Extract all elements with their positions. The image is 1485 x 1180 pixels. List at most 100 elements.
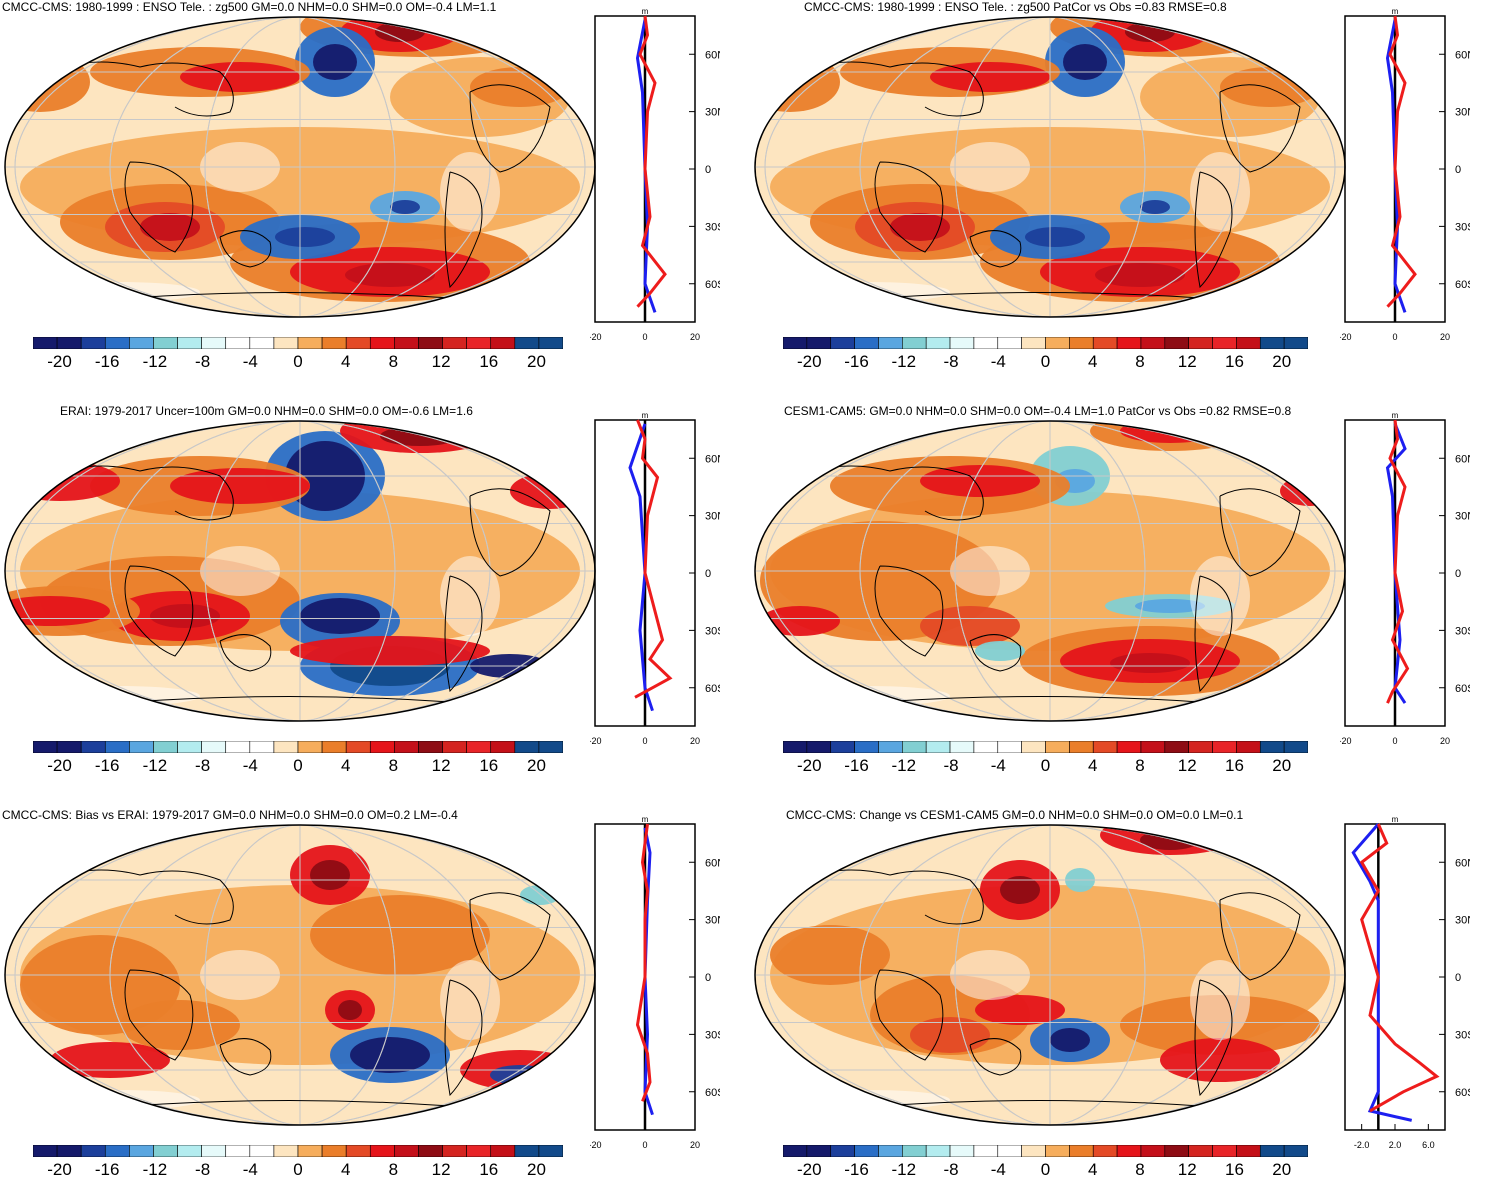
colorbar-segment-6: [177, 741, 202, 753]
colorbar-segment-18: [466, 741, 492, 753]
colorbar-segment-2: [80, 741, 106, 753]
colorbar-label: -12: [891, 1160, 917, 1179]
colorbar-segment-4: [878, 741, 903, 753]
colorbar-segment-4: [878, 337, 903, 349]
colorbar-label: 8: [388, 756, 399, 775]
colorbar-segment-20: [514, 337, 540, 349]
profile-y-label: 60N: [1455, 453, 1470, 465]
profile-x-label: 0: [642, 332, 647, 342]
panel-2: CMCC-CMS: 1980-1999 : ENSO Tele. : zg500…: [750, 0, 1485, 390]
colorbar-label: -8: [943, 1160, 959, 1179]
colorbar-label: -20: [47, 352, 72, 371]
profile-x-label: 0: [1392, 332, 1397, 342]
coastline-1: [874, 969, 944, 1061]
panel-title: CESM1-CAM5: GM=0.0 NHM=0.0 SHM=0.0 OM=-0…: [784, 404, 1292, 418]
longitude-gridline: [14, 421, 586, 721]
colorbar-segment-17: [442, 1145, 467, 1157]
anomaly-contour-2: [310, 895, 490, 975]
coastline-3: [469, 488, 551, 577]
colorbar-label: 16: [1225, 352, 1244, 371]
zonal-profile: m 60N 30N 0 30S 60S -20 0 20: [1340, 411, 1470, 746]
colorbar-segment-10: [1021, 1145, 1046, 1157]
colorbar-segment-7: [201, 741, 227, 753]
colorbar-segment-0: [33, 337, 58, 349]
profile-unit: m: [1392, 815, 1399, 824]
panel-1: CMCC-CMS: 1980-1999 : ENSO Tele. : zg500…: [0, 0, 740, 390]
colorbar-segment-4: [129, 741, 154, 753]
colorbar-label: -16: [844, 1160, 869, 1179]
colorbar-segment-6: [925, 741, 951, 753]
colorbar-segment-7: [949, 1145, 975, 1157]
longitude-gridline: [109, 825, 491, 1125]
neutral-patch-2: [40, 1090, 200, 1110]
coastline-3: [1219, 488, 1301, 577]
anomaly-contour-10: [1135, 599, 1205, 613]
colorbar-segment-16: [418, 741, 443, 753]
profile-x-label: 0: [1392, 736, 1397, 746]
profile-y-label: 30N: [1455, 107, 1470, 119]
coastline-3: [469, 84, 551, 173]
colorbar-segment-15: [1140, 1145, 1166, 1157]
colorbar-segment-17: [442, 741, 467, 753]
anomaly-contour-14: [1120, 421, 1220, 443]
colorbar-segment-4: [878, 1145, 903, 1157]
coastline-2: [969, 634, 1022, 672]
colorbar-segment-11: [297, 337, 323, 349]
profile-y-label: 30S: [1455, 221, 1470, 233]
panel-4: CESM1-CAM5: GM=0.0 NHM=0.0 SHM=0.0 OM=-0…: [750, 404, 1485, 794]
zonal-profile: m 60N 30N 0 30S 60S -20 0 20: [1340, 7, 1470, 342]
colorbar-segment-8: [973, 337, 999, 349]
colorbar-segment-5: [902, 741, 927, 753]
profile-line-red: [635, 823, 652, 1102]
anomaly-contour-8: [1025, 227, 1085, 247]
colorbar-label: -16: [844, 352, 869, 371]
colorbar-segment-7: [949, 741, 975, 753]
colorbar-segment-18: [1212, 741, 1237, 753]
colorbar-segment-16: [418, 1145, 443, 1157]
profile-unit: m: [642, 411, 649, 420]
profile-y-label: 30S: [705, 1029, 720, 1041]
colorbar-label: 12: [1177, 756, 1197, 775]
colorbar-segment-8: [225, 337, 251, 349]
colorbar-segment-21: [538, 741, 563, 753]
colorbar-label: 16: [1225, 756, 1244, 775]
colorbar-segment-14: [369, 337, 395, 349]
colorbar-label: -12: [142, 352, 168, 371]
anomaly-contour-8: [350, 1037, 430, 1073]
anomaly-contour-6: [345, 263, 435, 287]
colorbar-segment-21: [538, 337, 563, 349]
coastline-0: [29, 869, 234, 925]
colorbar-segment-11: [1045, 337, 1070, 349]
anomaly-contour-4: [310, 860, 350, 890]
map: [754, 824, 1346, 1126]
profile-y-label: 60N: [705, 49, 720, 61]
colorbar-segment-10: [273, 741, 299, 753]
colorbar-segment-21: [1283, 337, 1308, 349]
profile-x-label: 20: [690, 332, 700, 342]
colorbar-labels: -20 -16 -12 -8 -4 0 4 8 12 16 20: [783, 352, 1308, 372]
colorbar-segment-13: [345, 741, 371, 753]
colorbar-segment-8: [225, 1145, 251, 1157]
panel-title: CMCC-CMS: 1980-1999 : ENSO Tele. : zg500…: [2, 0, 497, 14]
colorbar-segment-16: [1164, 1145, 1189, 1157]
map-field: [755, 17, 1345, 317]
colorbar-label: -16: [844, 756, 869, 775]
colorbar-segment-15: [394, 1145, 419, 1157]
colorbar-label: -8: [943, 352, 959, 371]
profile-y-label: 30S: [705, 221, 720, 233]
colorbar-segment-2: [80, 337, 106, 349]
colorbar-label: -20: [796, 756, 822, 775]
colorbar-segment-13: [345, 1145, 371, 1157]
colorbar-segment-1: [56, 741, 82, 753]
colorbar-label: -4: [242, 756, 258, 775]
anomaly-contour-11: [975, 995, 1065, 1025]
anomaly-contour-20: [470, 67, 570, 107]
coastline-4: [444, 575, 483, 693]
colorbar-label: 8: [1135, 1160, 1145, 1179]
colorbar-segment-9: [249, 741, 275, 753]
anomaly-contour-11: [50, 1042, 170, 1078]
profile-y-label: 0: [1455, 972, 1461, 984]
map-field: [5, 825, 595, 1125]
colorbar-segment-10: [1021, 337, 1046, 349]
panel-title: CMCC-CMS: Bias vs ERAI: 1979-2017 GM=0.0…: [2, 808, 458, 822]
